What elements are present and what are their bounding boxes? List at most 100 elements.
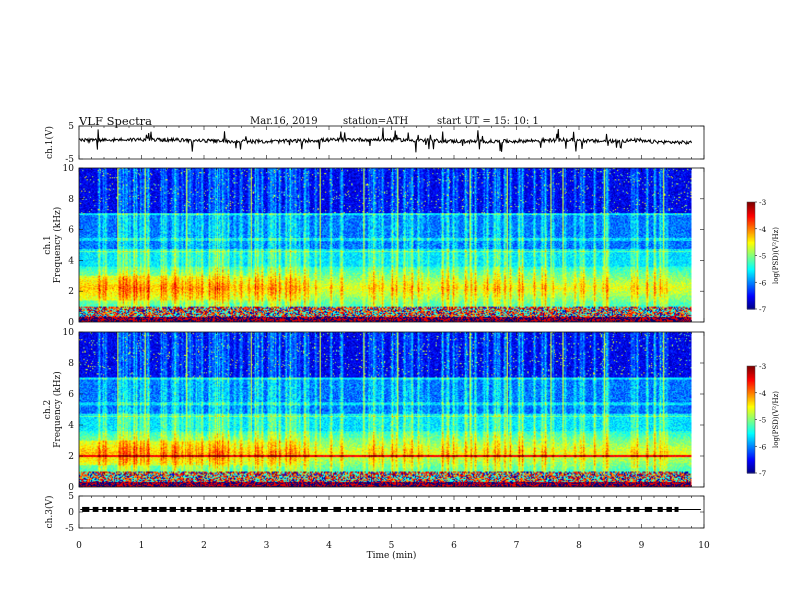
ch3-waveform-pulse [102,506,107,512]
colorbar-tick-label: -3 [759,198,767,207]
colorbar-swatch [747,234,755,237]
colorbar-swatch [747,303,755,306]
colorbar-tick-label: -5 [759,416,767,425]
ch3-waveform-pulse [221,506,225,512]
colorbar-swatch [747,382,755,384]
colorbar-swatch [747,370,755,372]
ch3-waveform-pulse [159,506,167,512]
colorbar-tick-label: -5 [759,252,767,261]
x-tick-label: 8 [576,541,582,551]
x-tick-label: 1 [139,541,145,551]
colorbar-swatch [747,380,755,383]
ch3-waveform-pulse [116,506,121,512]
colorbar-swatch [747,390,755,393]
colorbar-swatch [747,280,755,283]
ch3-waveform-pulse [236,506,241,512]
colorbar-swatch [747,240,755,243]
ch3-waveform-pulse [268,506,276,512]
colorbar-swatch [747,284,755,287]
y-tick-label: 0 [68,483,74,493]
ch3-waveform-pulse [387,506,392,512]
ch3-waveform-pulse [296,506,303,512]
colorbar-swatch [747,246,755,249]
colorbar-swatch [747,244,755,247]
colorbar-swatch [747,368,755,371]
ch3-waveform-pulse [305,506,311,512]
ch3-waveform-pulse [613,506,622,512]
colorbar-swatch [747,383,755,386]
colorbar-swatch [747,374,755,376]
chart-title: VLF Spectra [79,114,153,128]
colorbar-swatch [747,404,755,407]
colorbar-swatch [747,231,755,234]
x-tick-label: 6 [451,541,457,551]
colorbar-swatch [747,420,755,423]
ch3-waveform-pulse [438,506,446,512]
colorbar-swatch [747,274,755,277]
colorbar-swatch [747,460,755,463]
colorbar-swatch [747,282,755,285]
colorbar-swatch [747,207,755,210]
colorbar-swatch [747,452,755,455]
colorbar-swatch [747,432,755,435]
x-tick-label: 4 [326,541,332,551]
colorbar-swatch [747,212,755,215]
colorbar-swatch [747,272,755,275]
colorbar-swatch [747,467,755,470]
y-tick-label: 8 [68,195,74,205]
colorbar-swatch [747,220,755,223]
colorbar-swatch [747,279,755,282]
colorbar-swatch [747,299,755,302]
ch3-waveform-pulse [229,506,235,512]
colorbar-swatch [747,394,755,397]
ch3-waveform-pulse [657,506,663,512]
y-tick-label: 4 [68,421,74,431]
colorbar-swatch [747,375,755,378]
x-tick-label: 9 [639,541,645,551]
y-tick-label: 6 [68,390,74,400]
ch3-waveform-pulse [474,506,482,512]
colorbar-swatch [747,286,755,289]
ch3-waveform-pulse [289,506,294,512]
colorbar-swatch [747,419,755,422]
colorbar-swatch [747,270,755,273]
colorbar-swatch [747,447,755,450]
colorbar-swatch [747,254,755,257]
colorbar-swatch [747,464,755,467]
ch1-waveform-frame [78,125,705,160]
colorbar-swatch [747,232,755,235]
ch3-waveform-pulse [169,506,176,512]
y-tick-label: 10 [63,328,75,338]
colorbar-swatch [747,392,755,395]
colorbar-swatch [747,242,755,245]
colorbar-swatch [747,238,755,241]
ch3-waveform-pulse [186,506,192,512]
ch3-waveform-pulse [134,506,138,512]
colorbar-swatch [747,266,755,269]
colorbar-swatch [747,430,755,433]
ch3-waveform-pulse [585,506,592,512]
y-tick-label: 5 [68,492,74,502]
colorbar-swatch [747,388,755,391]
ch3-waveform-pulse [484,506,492,512]
ch3-waveform-pulse [449,506,454,512]
colorbar-swatch [747,410,755,413]
colorbar-swatch [747,294,755,297]
colorbar-swatch [747,239,755,242]
ch3-waveform-pulse [280,506,285,512]
colorbar-swatch [747,290,755,293]
colorbar-swatch [747,306,755,309]
colorbar-swatch [747,415,755,418]
colorbar-swatch [747,423,755,426]
colorbar-swatch [747,468,755,471]
ch3-waveform-pulse [674,506,679,512]
y-tick-label: 2 [68,287,74,297]
ch3-waveform-pulse [360,506,364,512]
colorbar-swatch [747,442,755,445]
ch3-waveform-pulse [595,506,601,512]
colorbar-swatch [747,291,755,294]
colorbar-swatch [747,243,755,246]
x-tick-label: 10 [698,541,710,551]
colorbar-swatch [747,399,755,402]
colorbar-swatch [747,422,755,425]
